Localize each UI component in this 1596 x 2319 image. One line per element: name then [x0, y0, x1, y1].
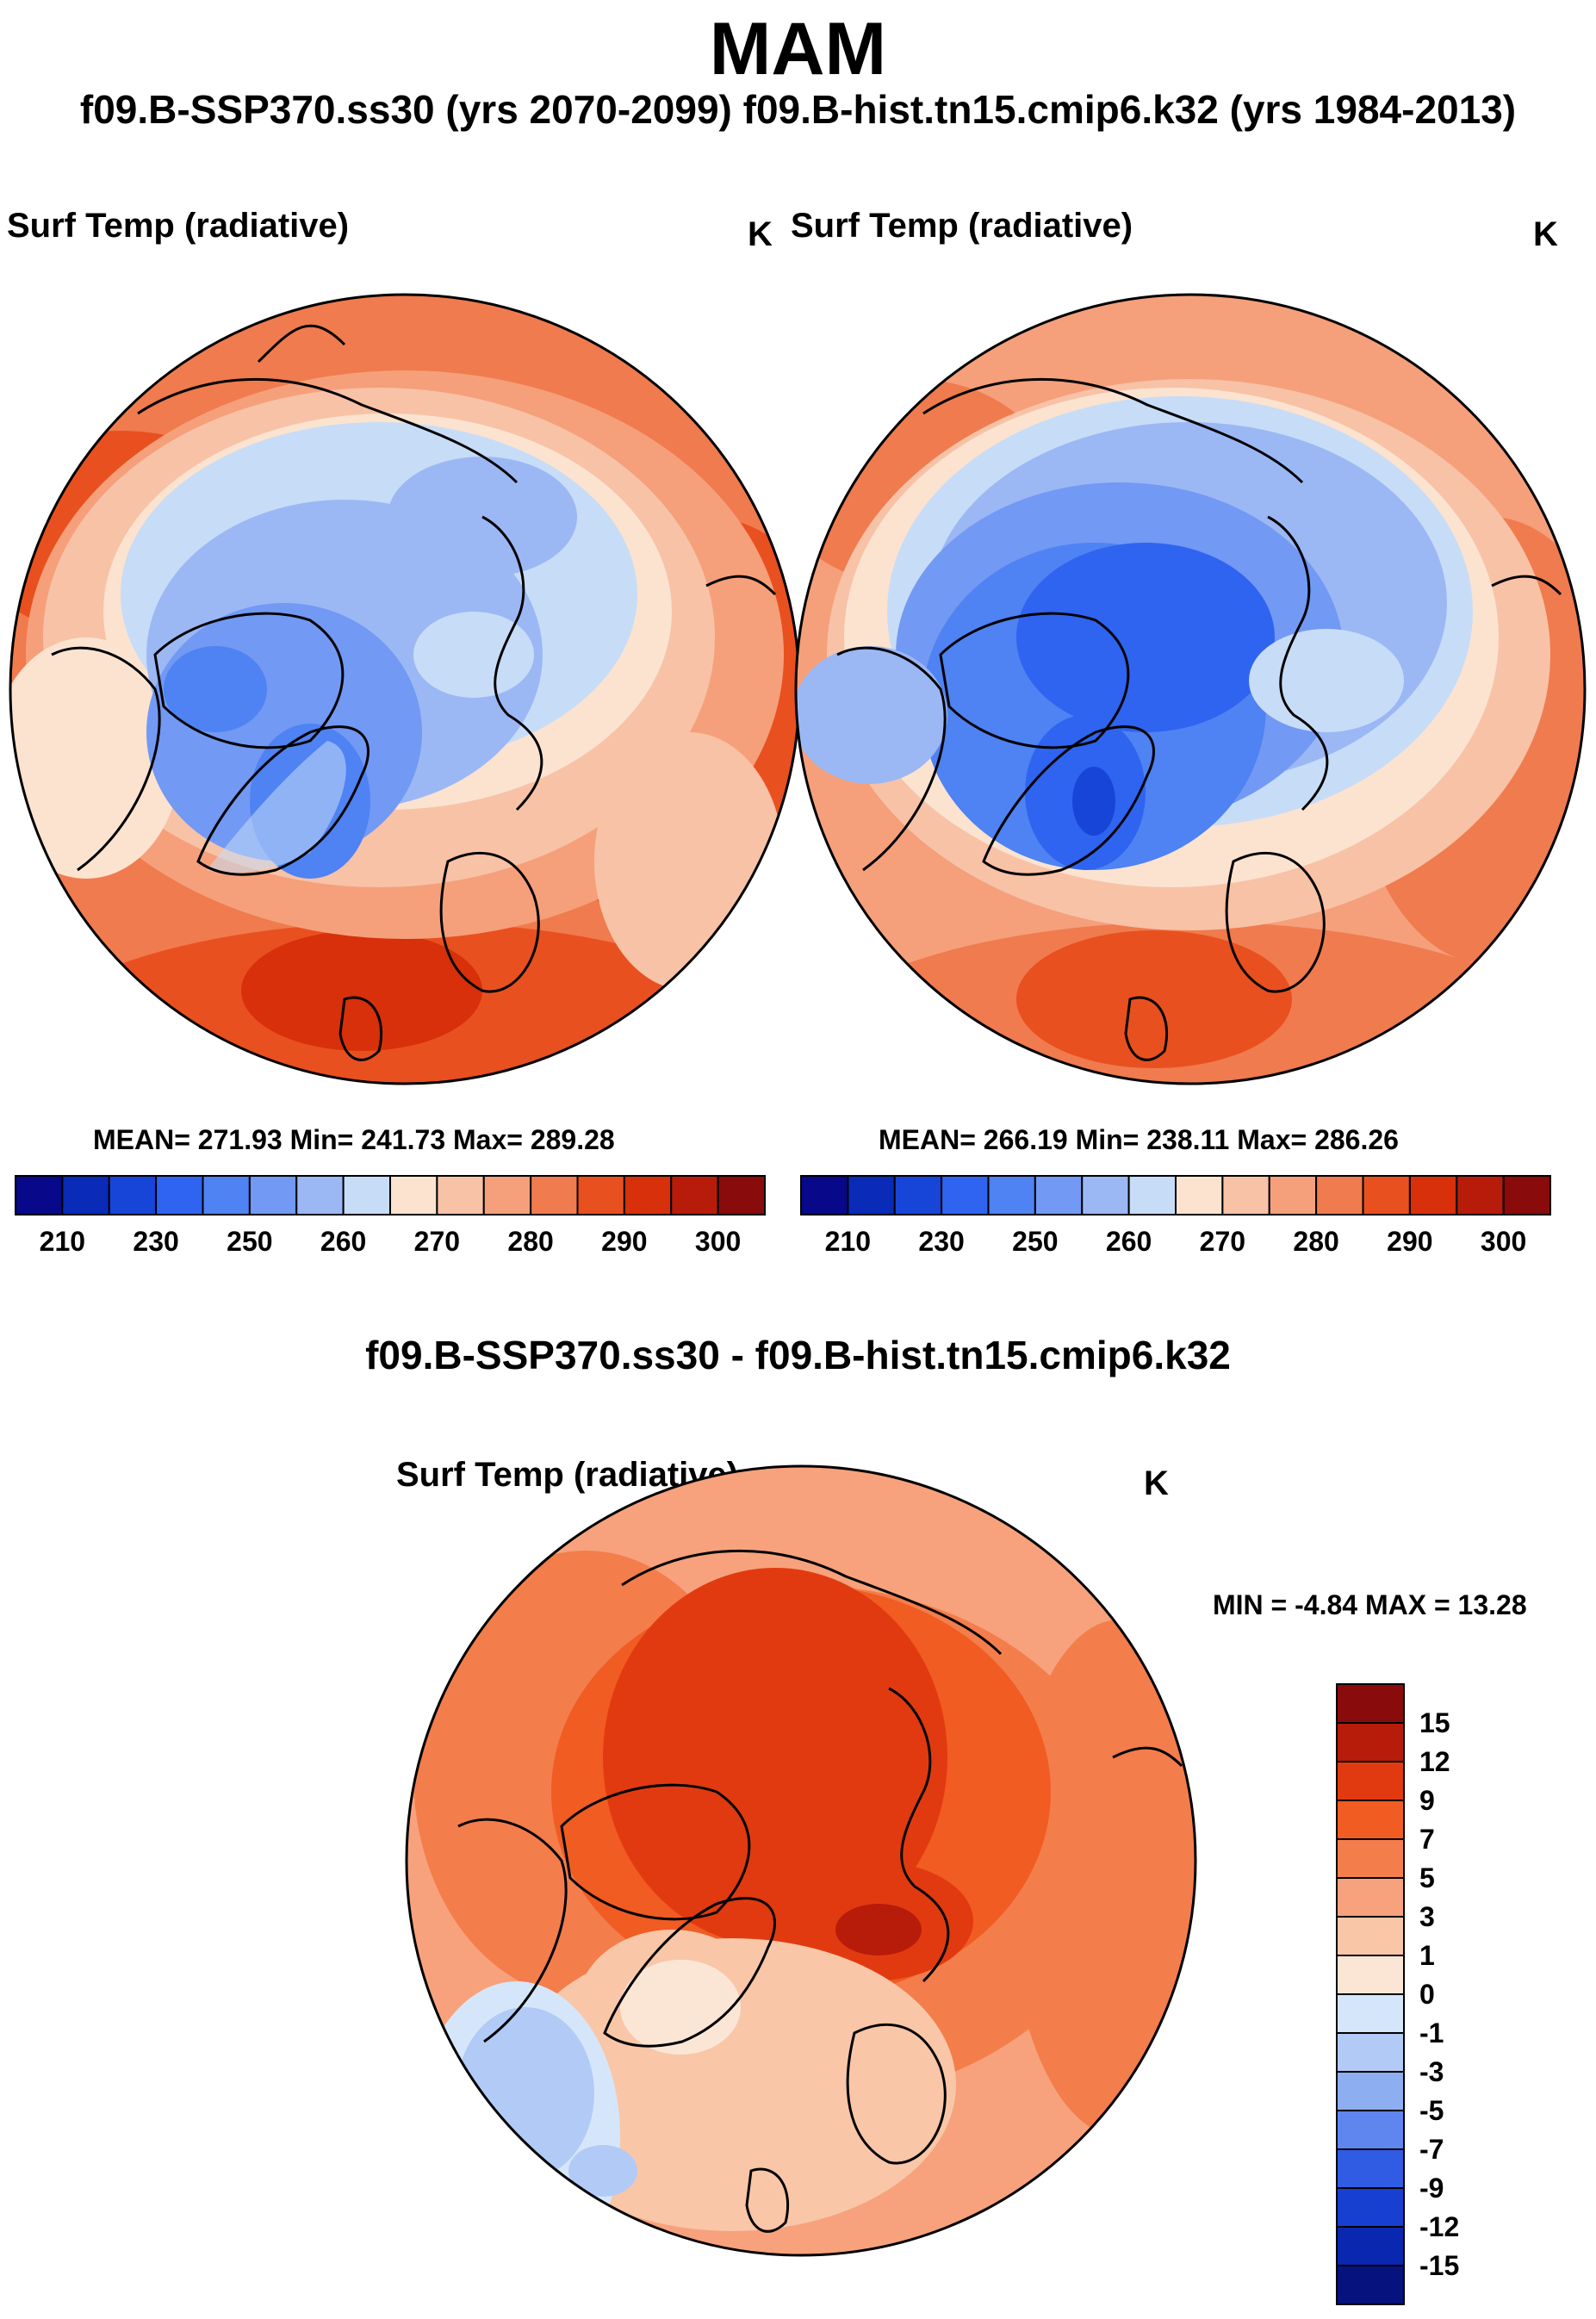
- colorbar-box: [576, 1175, 625, 1215]
- colorbar-box: [1336, 1683, 1405, 1724]
- colorbar-box: [1268, 1175, 1318, 1215]
- colorbar-box: [295, 1175, 345, 1215]
- colorbar-tick-label: 0: [1419, 1979, 1435, 2010]
- colorbar-tick-label: 230: [133, 1226, 178, 1257]
- colorbar-box: [1336, 1877, 1405, 1918]
- colorbar-box: [1336, 2226, 1405, 2266]
- map-difference: [407, 1466, 1195, 2255]
- colorbar-hist: 210 230 250 260 270 280 290 300: [800, 1175, 1551, 1257]
- colorbar-tick-label: -5: [1419, 2095, 1444, 2126]
- colorbar-tick-label: 5: [1419, 1862, 1435, 1893]
- colorbar-box: [1336, 1722, 1405, 1763]
- colorbar-box: [847, 1175, 896, 1215]
- colorbar-tick-label: 280: [1293, 1226, 1338, 1257]
- panel-right-stats: MEAN= 266.19 Min= 238.11 Max= 286.26: [879, 1124, 1399, 1155]
- colorbar-tick-label: 290: [1387, 1226, 1432, 1257]
- colorbar-tick-label: 250: [227, 1226, 272, 1257]
- panel-diff-units: K: [1144, 1464, 1169, 1502]
- colorbar-box: [1336, 2265, 1405, 2305]
- colorbar-tick-label: 230: [918, 1226, 964, 1257]
- panel-left-title: Surf Temp (radiative): [7, 207, 350, 245]
- colorbar-tick-label: 12: [1419, 1746, 1450, 1777]
- colorbar-box: [893, 1175, 943, 1215]
- colorbar-tick-label: 7: [1419, 1824, 1435, 1855]
- colorbar-box: [800, 1175, 849, 1215]
- colorbar-tick-label: -12: [1419, 2211, 1459, 2242]
- colorbar-tick-label: 290: [601, 1226, 647, 1257]
- map-ssp370: [10, 295, 799, 1084]
- colorbar-tick-label: 260: [1106, 1226, 1152, 1257]
- colorbar-box: [1336, 2110, 1405, 2150]
- colorbar-box: [108, 1175, 158, 1215]
- colorbar-box: [1502, 1175, 1551, 1215]
- colorbar-tick-label: -15: [1419, 2250, 1459, 2281]
- colorbar-box: [623, 1175, 673, 1215]
- colorbar-box: [1362, 1175, 1411, 1215]
- colorbar-box: [1221, 1175, 1270, 1215]
- colorbar-tick-label: 270: [1200, 1226, 1245, 1257]
- colorbar-box: [1336, 2148, 1405, 2189]
- colorbar-box: [389, 1175, 438, 1215]
- colorbar-box: [1336, 1800, 1405, 1840]
- colorbar-difference: 15 12 9 7 5 3 1 0 -1 -3 -5 -7 -9 -12 -15: [1336, 1683, 1459, 2305]
- panel-diff-stats: MIN = -4.84 MAX = 13.28: [1213, 1589, 1527, 1620]
- colorbar-box: [1336, 2032, 1405, 2073]
- colorbar-box: [1336, 1838, 1405, 1879]
- colorbar-box: [1081, 1175, 1130, 1215]
- colorbar-box: [1336, 1761, 1405, 1801]
- colorbar-tick-label: -9: [1419, 2173, 1444, 2204]
- colorbar-box: [1336, 2071, 1405, 2111]
- colorbar-tick-label: 260: [320, 1226, 366, 1257]
- colorbar-box: [1336, 1993, 1405, 2034]
- colorbar-box: [1175, 1175, 1224, 1215]
- colorbar-tick-label: 9: [1419, 1785, 1435, 1816]
- colorbar-box: [530, 1175, 579, 1215]
- map-hist-border: [794, 293, 1587, 1085]
- colorbar-tick-label: 250: [1012, 1226, 1058, 1257]
- colorbar-box: [941, 1175, 990, 1215]
- figure-title: MAM: [709, 8, 887, 90]
- colorbar-box: [482, 1175, 532, 1215]
- colorbar-box: [155, 1175, 204, 1215]
- colorbar-tick-label: -3: [1419, 2056, 1444, 2087]
- colorbar-box: [717, 1175, 766, 1215]
- colorbar-tick-label: 3: [1419, 1901, 1435, 1932]
- panel-right-units: K: [1533, 215, 1558, 253]
- colorbar-box: [1336, 2187, 1405, 2228]
- colorbar-tick-label: 270: [414, 1226, 460, 1257]
- colorbar-ssp370: 210 230 250 260 270 280 290 300: [15, 1175, 766, 1257]
- colorbar-box: [436, 1175, 485, 1215]
- colorbar-box: [202, 1175, 251, 1215]
- panel-left-stats: MEAN= 271.93 Min= 241.73 Max= 289.28: [93, 1124, 615, 1155]
- panel-left-units: K: [748, 215, 773, 253]
- colorbar-box: [1127, 1175, 1177, 1215]
- colorbar-tick-label: 15: [1419, 1707, 1450, 1738]
- colorbar-tick-label: 210: [40, 1226, 85, 1257]
- colorbar-box: [342, 1175, 391, 1215]
- colorbar-box: [1408, 1175, 1458, 1215]
- colorbar-tick-label: 210: [825, 1226, 871, 1257]
- colorbar-box: [1336, 1955, 1405, 1995]
- colorbar-box: [1315, 1175, 1364, 1215]
- colorbar-box: [1034, 1175, 1084, 1215]
- figure-subtitle: f09.B-SSP370.ss30 (yrs 2070-2099) f09.B-…: [79, 87, 1517, 132]
- map-hist: [796, 295, 1585, 1084]
- colorbar-tick-label: 280: [507, 1226, 553, 1257]
- diff-figure-title: f09.B-SSP370.ss30 - f09.B-hist.tn15.cmip…: [365, 1333, 1231, 1377]
- colorbar-box: [670, 1175, 719, 1215]
- colorbar-tick-label: 300: [1481, 1226, 1526, 1257]
- colorbar-box: [1456, 1175, 1505, 1215]
- colorbar-box: [1336, 1916, 1405, 1956]
- colorbar-tick-label: -1: [1419, 2017, 1444, 2049]
- map-difference-border: [405, 1464, 1197, 2257]
- colorbar-tick-label: -7: [1419, 2134, 1444, 2165]
- colorbar-box: [15, 1175, 64, 1215]
- colorbar-box: [61, 1175, 110, 1215]
- colorbar-tick-label: 300: [695, 1226, 741, 1257]
- colorbar-box: [987, 1175, 1036, 1215]
- panel-right-title: Surf Temp (radiative): [791, 207, 1133, 245]
- colorbar-box: [248, 1175, 298, 1215]
- colorbar-tick-label: 1: [1419, 1940, 1435, 1971]
